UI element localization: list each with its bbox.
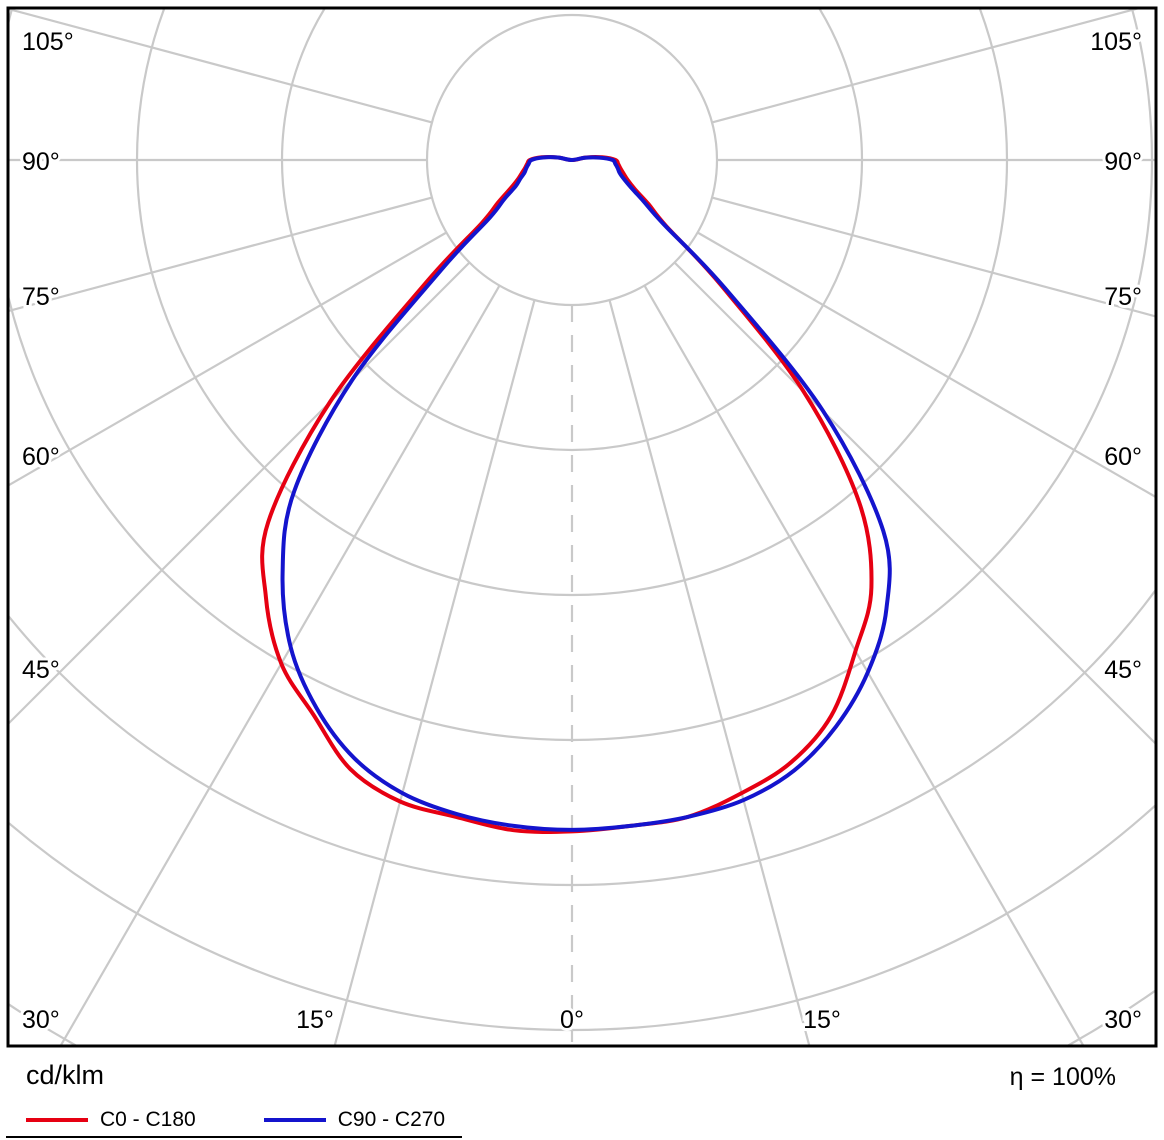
svg-text:30°: 30°	[22, 1006, 60, 1034]
c90-c270-line-swatch	[263, 1118, 326, 1122]
svg-text:60°: 60°	[22, 443, 60, 471]
svg-text:75°: 75°	[22, 283, 60, 311]
svg-text:45°: 45°	[22, 656, 60, 684]
legend-item-c0-c180: C0 - C180	[26, 1108, 196, 1132]
svg-text:0°: 0°	[560, 1006, 584, 1034]
svg-text:90°: 90°	[1104, 148, 1142, 176]
legend: C0 - C180 C90 - C270	[26, 1108, 513, 1132]
legend-item-c90-c270: C90 - C270	[263, 1108, 446, 1132]
svg-text:105°: 105°	[1090, 28, 1142, 56]
efficiency-label: η = 100%	[1009, 1063, 1116, 1091]
legend-label-c90-c270: C90 - C270	[337, 1108, 446, 1131]
c0-c180-line-swatch	[26, 1118, 88, 1122]
legend-underline	[6, 1136, 462, 1138]
svg-text:60°: 60°	[1104, 443, 1142, 471]
svg-text:15°: 15°	[803, 1006, 841, 1034]
svg-text:90°: 90°	[22, 148, 60, 176]
svg-text:30°: 30°	[1104, 1006, 1142, 1034]
legend-label-c0-c180: C0 - C180	[100, 1108, 196, 1131]
svg-text:15°: 15°	[296, 1006, 334, 1034]
polar-chart: 105° 90° 75° 60° 45° 30° 105° 90° 75° 60° 45° 30° 15…	[6, 6, 1158, 1048]
svg-text:105°: 105°	[22, 28, 74, 56]
svg-text:45°: 45°	[1104, 656, 1142, 684]
svg-text:75°: 75°	[1104, 283, 1142, 311]
unit-label: cd/klm	[26, 1060, 105, 1090]
